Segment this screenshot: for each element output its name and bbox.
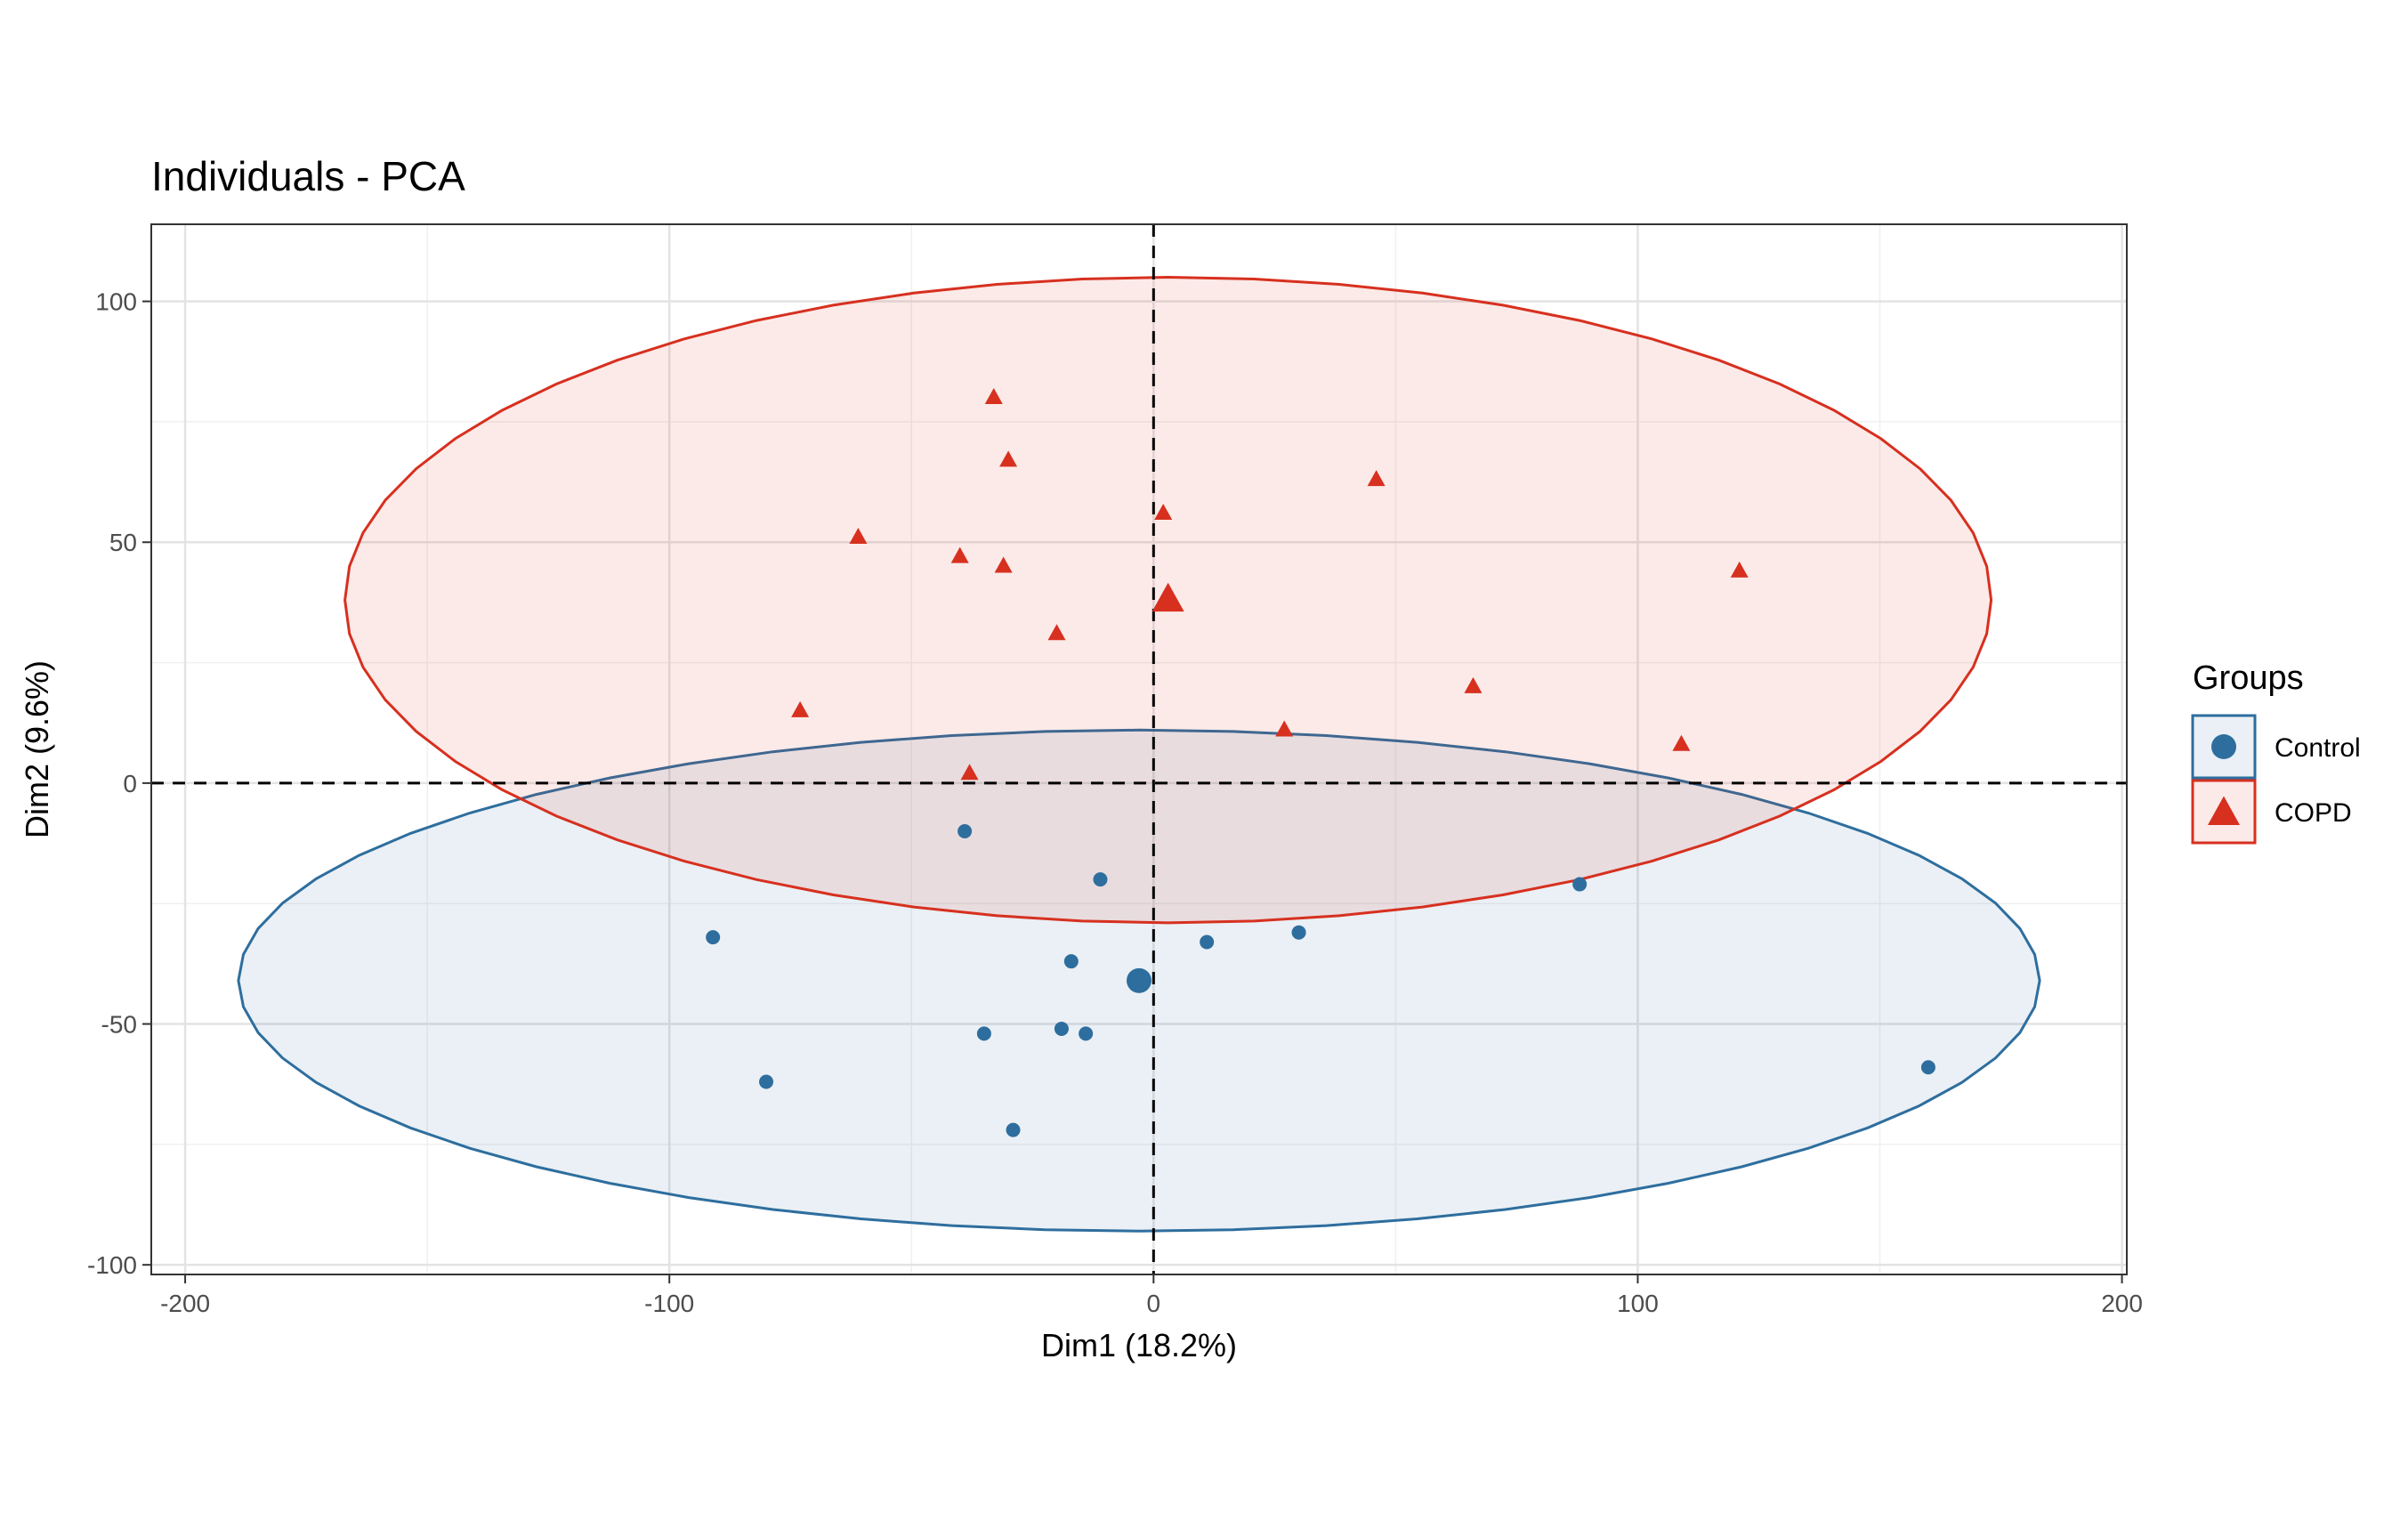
confidence-ellipses [237, 275, 2041, 1233]
x-axis-title: Dim1 (18.2%) [1041, 1327, 1237, 1363]
point-control [1093, 872, 1108, 887]
y-tick-label: -100 [87, 1251, 137, 1279]
point-copd [1367, 470, 1386, 487]
legend-label-control: Control [2275, 733, 2361, 763]
point-control [1006, 1122, 1021, 1137]
point-control [958, 824, 973, 839]
point-control [1200, 934, 1215, 950]
x-tick-label: 0 [1147, 1290, 1161, 1317]
point-copd [950, 546, 969, 563]
point-control [1054, 1021, 1069, 1036]
point-control [1572, 877, 1588, 892]
plot-border [150, 223, 2128, 1275]
y-axis: -100 -50 0 50 100 [87, 288, 151, 1279]
legend-symbol-control [2211, 734, 2236, 759]
point-control [706, 930, 721, 945]
centroid-control [1127, 967, 1151, 993]
point-copd [994, 556, 1013, 573]
chart-title: Individuals - PCA [151, 153, 465, 199]
point-copd [999, 450, 1018, 467]
point-copd [1672, 734, 1691, 751]
point-control [1079, 1026, 1094, 1041]
y-tick-label: 0 [123, 770, 137, 797]
legend-item-control: Control [2191, 714, 2361, 780]
data-points [706, 388, 1935, 1137]
legend-label-copd: COPD [2275, 798, 2352, 828]
reference-lines [151, 224, 2127, 1274]
y-tick-label: 100 [95, 288, 137, 316]
y-tick-label: -50 [101, 1011, 137, 1039]
x-tick-label: 200 [2101, 1290, 2143, 1317]
point-copd [1464, 676, 1483, 693]
legend-symbol-copd [2208, 796, 2240, 825]
x-axis: -200 -100 0 100 200 [160, 1274, 2143, 1317]
legend-item-copd: COPD [2191, 779, 2352, 845]
plot-panel [151, 224, 2127, 1274]
point-copd [984, 388, 1003, 405]
point-control [1920, 1060, 1935, 1075]
x-tick-label: -100 [644, 1290, 694, 1317]
point-copd [1275, 720, 1294, 737]
point-copd [960, 764, 979, 781]
x-tick-label: -200 [160, 1290, 210, 1317]
x-tick-label: 100 [1617, 1290, 1659, 1317]
point-control [759, 1074, 774, 1089]
y-axis-title: Dim2 (9.6%) [19, 660, 55, 838]
plot-area [150, 223, 2128, 1275]
centroid-copd [1151, 582, 1184, 612]
point-control [1291, 925, 1306, 940]
legend-title: Groups [2193, 659, 2304, 697]
point-copd [791, 700, 810, 717]
point-control [1063, 954, 1079, 969]
point-copd [1154, 503, 1173, 520]
y-tick-label: 50 [109, 529, 137, 556]
legend: Groups Control COPD [2191, 659, 2361, 845]
point-copd [849, 528, 868, 545]
point-copd [1047, 624, 1066, 641]
point-copd [1730, 561, 1749, 578]
point-control [976, 1026, 991, 1041]
